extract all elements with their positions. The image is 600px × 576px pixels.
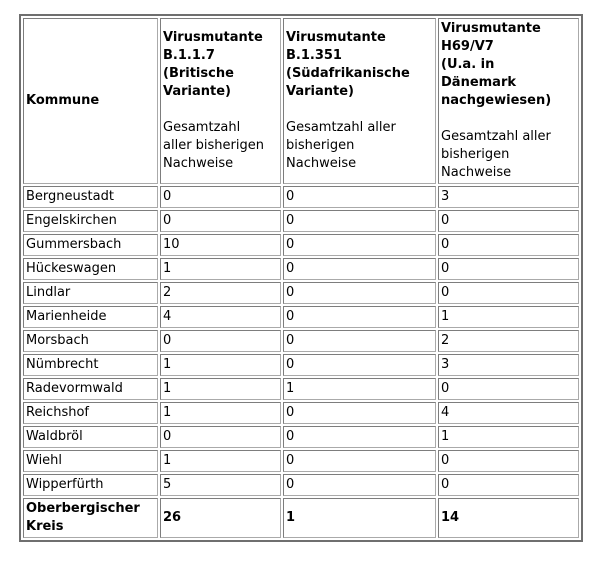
table-row: Reichshof 1 0 4 xyxy=(23,402,579,424)
cell-b1351: 0 xyxy=(283,282,436,304)
cell-kommune: Lindlar xyxy=(23,282,158,304)
cell-b1351: 0 xyxy=(283,258,436,280)
cell-h69v7: 4 xyxy=(438,402,579,424)
table-row: Gummersbach 10 0 0 xyxy=(23,234,579,256)
column-title: Virusmutante B.1.1.7 (Britische Variante… xyxy=(163,30,263,99)
cell-kommune: Hückeswagen xyxy=(23,258,158,280)
column-header-b1351: Virusmutante B.1.351 (Südafrikanische Va… xyxy=(283,18,436,184)
cell-b1351: 0 xyxy=(283,186,436,208)
table-row: Wiehl 1 0 0 xyxy=(23,450,579,472)
cell-kommune: Waldbröl xyxy=(23,426,158,448)
cell-kommune: Wiehl xyxy=(23,450,158,472)
column-header-b117: Virusmutante B.1.1.7 (Britische Variante… xyxy=(160,18,281,184)
table-row: Wipperfürth 5 0 0 xyxy=(23,474,579,496)
cell-b117: 2 xyxy=(160,282,281,304)
cell-b117: 1 xyxy=(160,354,281,376)
table-row: Morsbach 0 0 2 xyxy=(23,330,579,352)
cell-b117: 1 xyxy=(160,402,281,424)
column-subtitle: Gesamtzahl aller bisherigen Nachweise xyxy=(163,120,264,171)
cell-h69v7: 2 xyxy=(438,330,579,352)
cell-b1351: 0 xyxy=(283,306,436,328)
cell-h69v7: 0 xyxy=(438,234,579,256)
table-row: Radevormwald 1 1 0 xyxy=(23,378,579,400)
column-title: Virusmutante B.1.351 (Südafrikanische Va… xyxy=(286,30,410,99)
cell-b1351: 0 xyxy=(283,210,436,232)
cell-h69v7: 0 xyxy=(438,378,579,400)
cell-b117-total: 26 xyxy=(160,498,281,538)
cell-b117: 0 xyxy=(160,210,281,232)
header-row: Kommune Virusmutante B.1.1.7 (Britische … xyxy=(23,18,579,184)
cell-b1351-total: 1 xyxy=(283,498,436,538)
cell-kommune: Marienheide xyxy=(23,306,158,328)
cell-h69v7: 0 xyxy=(438,450,579,472)
cell-h69v7: 3 xyxy=(438,354,579,376)
cell-b117: 10 xyxy=(160,234,281,256)
cell-h69v7-total: 14 xyxy=(438,498,579,538)
cell-kommune: Morsbach xyxy=(23,330,158,352)
cell-h69v7: 0 xyxy=(438,474,579,496)
cell-b1351: 0 xyxy=(283,402,436,424)
table-row: Lindlar 2 0 0 xyxy=(23,282,579,304)
cell-h69v7: 1 xyxy=(438,426,579,448)
cell-b1351: 1 xyxy=(283,378,436,400)
column-title: Kommune xyxy=(26,93,100,108)
cell-b117: 4 xyxy=(160,306,281,328)
cell-kommune: Reichshof xyxy=(23,402,158,424)
table-row: Waldbröl 0 0 1 xyxy=(23,426,579,448)
column-subtitle: Gesamtzahl aller bisherigen Nachweise xyxy=(286,120,396,171)
cell-b117: 1 xyxy=(160,258,281,280)
column-header-h69v7: Virusmutante H69/V7 (U.a. in Dänemark na… xyxy=(438,18,579,184)
cell-kommune: Gummersbach xyxy=(23,234,158,256)
cell-h69v7: 1 xyxy=(438,306,579,328)
cell-kommune: Wipperfürth xyxy=(23,474,158,496)
column-header-kommune: Kommune xyxy=(23,18,158,184)
cell-b1351: 0 xyxy=(283,450,436,472)
cell-h69v7: 0 xyxy=(438,258,579,280)
cell-b117: 1 xyxy=(160,450,281,472)
table-row: Engelskirchen 0 0 0 xyxy=(23,210,579,232)
cell-b117: 1 xyxy=(160,378,281,400)
cell-h69v7: 0 xyxy=(438,210,579,232)
cell-h69v7: 3 xyxy=(438,186,579,208)
cell-kommune-total: Oberbergischer Kreis xyxy=(23,498,158,538)
cell-b1351: 0 xyxy=(283,474,436,496)
total-row: Oberbergischer Kreis 26 1 14 xyxy=(23,498,579,538)
cell-b1351: 0 xyxy=(283,426,436,448)
cell-kommune: Bergneustadt xyxy=(23,186,158,208)
cell-b117: 0 xyxy=(160,426,281,448)
cell-b117: 0 xyxy=(160,186,281,208)
table-row: Hückeswagen 1 0 0 xyxy=(23,258,579,280)
cell-b117: 5 xyxy=(160,474,281,496)
virus-variants-table: Kommune Virusmutante B.1.1.7 (Britische … xyxy=(19,14,583,542)
cell-kommune: Nümbrecht xyxy=(23,354,158,376)
table-row: Nümbrecht 1 0 3 xyxy=(23,354,579,376)
cell-b117: 0 xyxy=(160,330,281,352)
column-title: Virusmutante H69/V7 (U.a. in Dänemark na… xyxy=(441,21,552,108)
table-row: Bergneustadt 0 0 3 xyxy=(23,186,579,208)
cell-kommune: Engelskirchen xyxy=(23,210,158,232)
cell-kommune: Radevormwald xyxy=(23,378,158,400)
cell-h69v7: 0 xyxy=(438,282,579,304)
cell-b1351: 0 xyxy=(283,234,436,256)
cell-b1351: 0 xyxy=(283,354,436,376)
table-row: Marienheide 4 0 1 xyxy=(23,306,579,328)
cell-b1351: 0 xyxy=(283,330,436,352)
column-subtitle: Gesamtzahl aller bisherigen Nachweise xyxy=(441,129,551,180)
